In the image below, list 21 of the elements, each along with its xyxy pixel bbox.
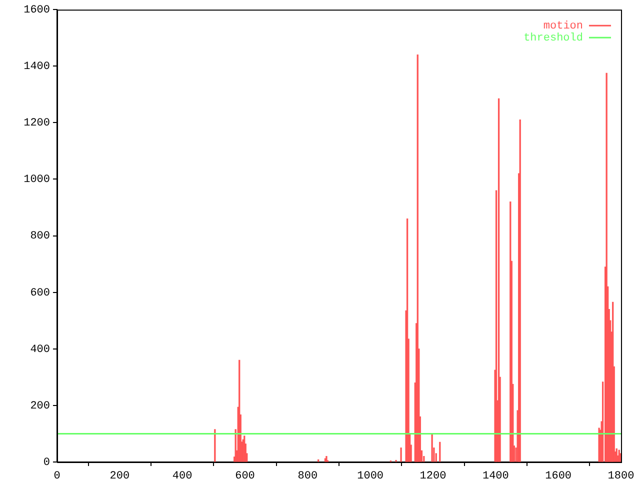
y-tick-label: 200 xyxy=(30,400,50,412)
y-tick-label: 1000 xyxy=(24,174,50,186)
legend-label: motion xyxy=(543,20,583,33)
x-tick-label: 600 xyxy=(235,470,255,480)
y-tick-label: 600 xyxy=(30,287,50,300)
legend-label: threshold xyxy=(524,32,583,45)
y-tick-label: 1600 xyxy=(24,4,50,17)
x-tick-label: 0 xyxy=(54,470,60,480)
y-tick-label: 800 xyxy=(30,230,50,243)
x-tick-label: 1600 xyxy=(545,470,572,480)
x-tick-label: 800 xyxy=(298,470,318,480)
y-tick-label: 400 xyxy=(30,344,50,356)
x-tick-label: 1000 xyxy=(357,470,384,480)
x-tick-label: 200 xyxy=(110,470,130,480)
y-tick-label: 1200 xyxy=(24,118,50,130)
y-tick-label: 0 xyxy=(43,456,50,469)
x-tick-label: 400 xyxy=(172,470,192,480)
x-tick-label: 1800 xyxy=(608,470,634,480)
x-tick-label: 1200 xyxy=(420,470,446,480)
y-tick-label: 1400 xyxy=(24,61,50,74)
x-tick-label: 1400 xyxy=(482,470,509,480)
